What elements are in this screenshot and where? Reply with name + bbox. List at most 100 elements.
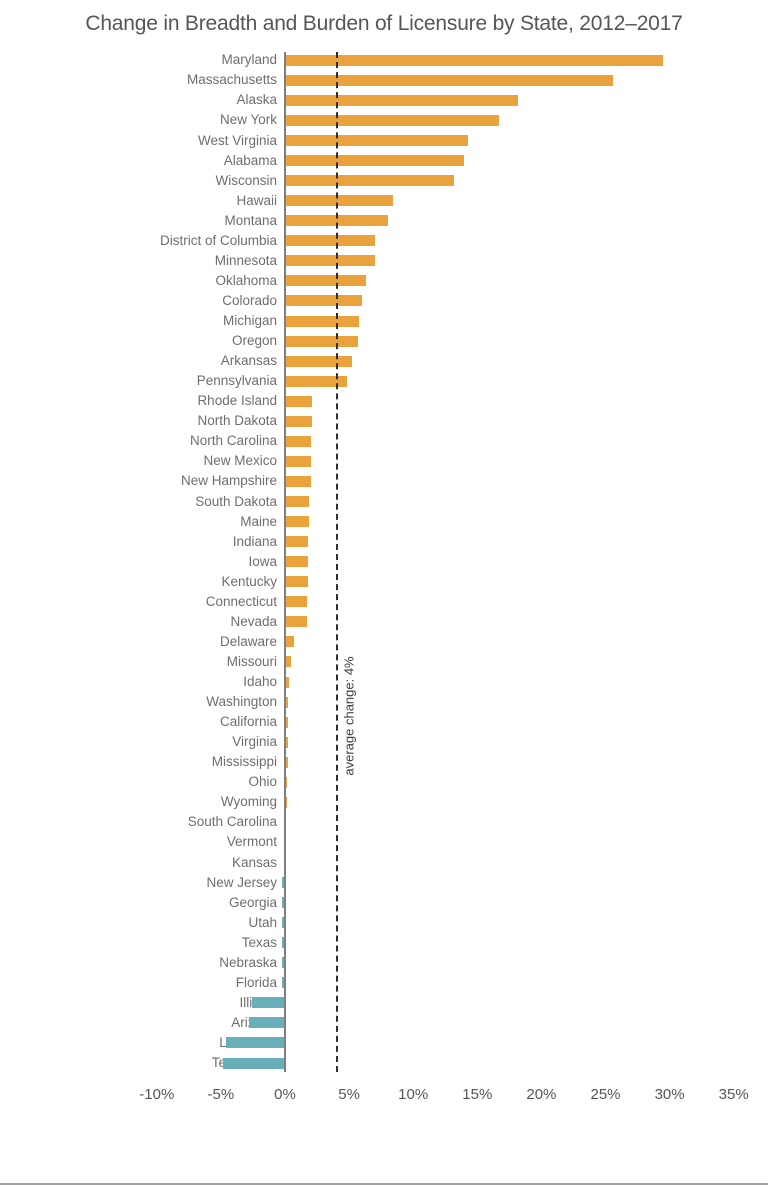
- state-label: Nebraska: [219, 954, 277, 970]
- average-change-dashed-line: [336, 52, 339, 1072]
- x-axis-tick-label: -5%: [207, 1086, 235, 1103]
- bar: [285, 155, 465, 167]
- state-label: Oklahoma: [215, 272, 277, 288]
- average-change-label: average change: 4%: [341, 656, 357, 776]
- state-label: Missouri: [226, 653, 277, 669]
- bar: [285, 175, 455, 187]
- bar: [285, 596, 307, 608]
- bar: [285, 716, 288, 728]
- bar: [285, 475, 311, 487]
- x-axis-tick-label: 30%: [654, 1086, 685, 1103]
- x-axis-tick-label: 35%: [718, 1086, 749, 1103]
- bar: [285, 295, 362, 307]
- state-label: District of Columbia: [159, 232, 277, 248]
- bar: [285, 54, 664, 66]
- x-axis-tick-label: 20%: [526, 1086, 557, 1103]
- state-label: Kansas: [231, 854, 277, 870]
- state-label: Massachusetts: [186, 72, 277, 88]
- bar: [285, 736, 288, 748]
- state-label: West Virginia: [197, 132, 277, 148]
- bar: [282, 917, 285, 929]
- bar: [285, 255, 375, 267]
- state-label: California: [219, 714, 277, 730]
- bar: [285, 315, 360, 327]
- bar: [285, 756, 288, 768]
- bar: [285, 395, 312, 407]
- state-label: Georgia: [228, 894, 277, 910]
- chart-title: Change in Breadth and Burden of Licensur…: [85, 12, 683, 35]
- x-axis-tick-label: 10%: [398, 1086, 429, 1103]
- state-label: New Jersey: [206, 874, 277, 890]
- state-label: Idaho: [243, 674, 277, 689]
- bar: [285, 94, 519, 106]
- x-axis-tick-label: 25%: [590, 1086, 621, 1103]
- state-label: Virginia: [232, 734, 277, 750]
- bar: [285, 275, 366, 287]
- state-label: Utah: [248, 914, 277, 930]
- state-label: Rhode Island: [197, 393, 277, 409]
- bar: [285, 676, 289, 688]
- bar: [285, 616, 307, 628]
- state-label: Montana: [224, 212, 277, 228]
- state-label: Colorado: [222, 292, 277, 308]
- bar: [282, 957, 285, 969]
- bar: [285, 636, 294, 648]
- state-label: Michigan: [222, 313, 277, 328]
- state-label: Maine: [240, 513, 277, 529]
- state-label: New Hampshire: [180, 473, 277, 489]
- bar: [285, 496, 310, 507]
- bar: [285, 536, 309, 548]
- state-label: New York: [219, 112, 277, 128]
- bar: [226, 1037, 285, 1049]
- state-label: Alaska: [236, 92, 277, 108]
- bar: [282, 897, 285, 909]
- bar: [285, 455, 311, 467]
- bar: [285, 435, 311, 447]
- state-label: Pennsylvania: [196, 373, 277, 389]
- state-label: Nevada: [230, 613, 277, 629]
- bar: [282, 977, 285, 989]
- bar: [249, 1017, 285, 1029]
- bar: [285, 576, 309, 588]
- bar: [285, 235, 375, 247]
- state-label: Hawaii: [236, 192, 277, 208]
- bar: [285, 114, 500, 126]
- state-label: Alabama: [223, 152, 277, 168]
- bar: [285, 335, 359, 347]
- state-label: Iowa: [248, 553, 277, 569]
- bar: [223, 1057, 285, 1069]
- state-label: Delaware: [219, 633, 277, 649]
- state-label: Vermont: [226, 834, 277, 850]
- state-label: Washington: [206, 694, 277, 710]
- state-label: Ohio: [248, 774, 277, 790]
- state-label: Wisconsin: [215, 172, 277, 188]
- state-label: Oregon: [231, 333, 277, 349]
- state-label: Indiana: [232, 533, 277, 549]
- bar: [285, 195, 393, 207]
- bar: [282, 877, 285, 889]
- bottom-edge-line: [0, 1183, 768, 1185]
- bar: [285, 516, 310, 528]
- bar: [285, 375, 347, 387]
- state-label: Arizona: [0, 1013, 277, 1033]
- bar-chart: average change: 4% Maryland Massachusetts…: [0, 52, 749, 1103]
- bar: [285, 415, 312, 427]
- x-axis-tick-label: 0%: [274, 1086, 296, 1103]
- bar: [251, 997, 285, 1009]
- state-label: North Dakota: [197, 413, 277, 429]
- state-label: Texas: [241, 934, 277, 950]
- state-label: New Mexico: [203, 453, 277, 469]
- bar: [285, 556, 309, 568]
- state-label: Kentucky: [221, 573, 277, 589]
- state-label: Connecticut: [205, 593, 277, 609]
- state-label: Minnesota: [214, 252, 277, 268]
- state-label: Florida: [235, 974, 277, 990]
- bar: [285, 74, 614, 86]
- state-label: Mississippi: [211, 754, 277, 770]
- state-label: South Dakota: [195, 493, 277, 509]
- bar: [285, 656, 292, 668]
- footer: MERCATUS CENTER George Mason University …: [0, 1125, 768, 1185]
- state-label: Arkansas: [220, 353, 277, 369]
- state-label: Wyoming: [220, 794, 277, 810]
